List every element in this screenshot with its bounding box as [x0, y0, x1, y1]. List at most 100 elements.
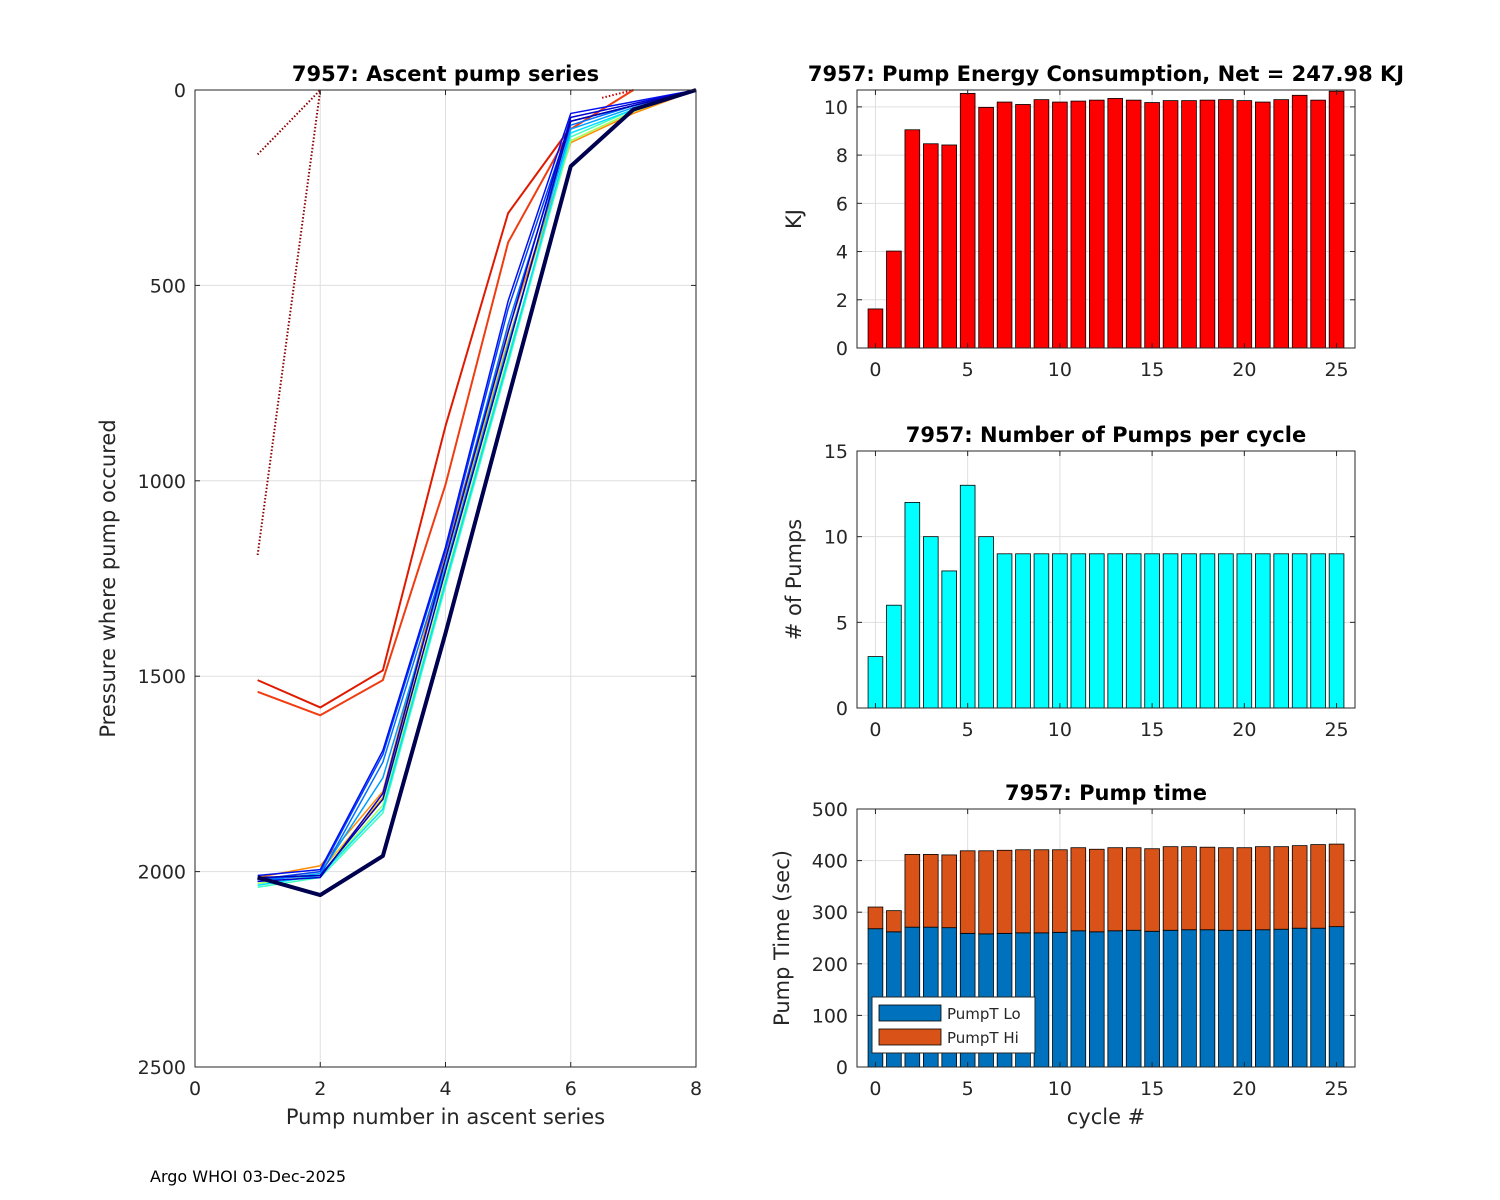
x-tick-label: 25 — [1324, 1078, 1348, 1100]
chart-title: 7957: Ascent pump series — [292, 62, 599, 86]
bar — [1144, 848, 1160, 932]
bar — [1033, 553, 1050, 709]
bar — [1033, 932, 1050, 1068]
bar — [959, 850, 976, 934]
bar — [1070, 847, 1087, 932]
x-tick-label: 15 — [1140, 1078, 1164, 1100]
bar — [1291, 94, 1308, 349]
x-tick-label: 20 — [1232, 359, 1256, 381]
series-line — [257, 89, 697, 879]
bar — [996, 849, 1013, 934]
y-tick-label: 0 — [174, 80, 186, 102]
bar — [904, 854, 921, 928]
bar — [1236, 553, 1253, 709]
x-tick-label: 0 — [869, 1078, 881, 1100]
bar — [1107, 930, 1124, 1068]
bar — [941, 854, 957, 929]
bar — [1328, 926, 1345, 1068]
y-tick-label: 6 — [836, 193, 848, 215]
bar — [1107, 98, 1124, 349]
y-tick-label: 2000 — [138, 862, 186, 884]
bar — [1162, 929, 1179, 1068]
y-tick-label: 0 — [836, 1057, 848, 1079]
bar — [1089, 553, 1105, 709]
bar — [1199, 99, 1216, 349]
y-tick-label: 0 — [836, 338, 848, 360]
bar — [1107, 553, 1124, 709]
bar — [1070, 930, 1087, 1068]
bar — [1181, 100, 1197, 349]
energy-chart: 0 5 10 15 20 25 0 2 4 6 8 10 7957: Pump Energy Consu… — [782, 62, 1404, 381]
y-axis-label: KJ — [782, 209, 806, 229]
axes-border — [856, 89, 1356, 349]
x-tick-label: 4 — [439, 1078, 451, 1100]
bar — [1310, 844, 1326, 929]
x-tick-label: 20 — [1232, 1078, 1256, 1100]
bar — [996, 553, 1013, 709]
x-tick-label: 20 — [1232, 719, 1256, 741]
x-tick-label: 15 — [1140, 719, 1164, 741]
bar — [1328, 843, 1345, 928]
x-tick-label: 2 — [314, 1078, 326, 1100]
bar — [1236, 929, 1253, 1068]
bar — [978, 536, 994, 709]
bar — [1218, 847, 1234, 931]
y-tick-label: 4 — [836, 242, 848, 264]
ascent-pump-chart: 0 2 4 6 8 0 500 1000 1500 2000 2500 7957: Ascent pu… — [96, 62, 702, 1129]
y-tick-label: 2500 — [138, 1057, 186, 1079]
bar — [1070, 553, 1087, 709]
y-tick-label: 0 — [836, 698, 848, 720]
bar — [1255, 929, 1271, 1068]
y-tick-label: 8 — [836, 145, 848, 167]
bar — [886, 604, 902, 709]
chart-title: 7957: Number of Pumps per cycle — [906, 423, 1306, 447]
y-tick-label: 5 — [836, 612, 848, 634]
x-axis-label: cycle # — [1067, 1105, 1146, 1129]
y-tick-label: 400 — [812, 851, 848, 873]
x-tick-label: 25 — [1324, 719, 1348, 741]
bar — [1291, 553, 1308, 709]
bar — [1162, 100, 1179, 349]
bar — [1033, 849, 1050, 934]
bar — [1070, 100, 1087, 349]
bar — [1218, 929, 1234, 1068]
bar — [959, 484, 976, 709]
bar — [978, 850, 994, 935]
bar — [1162, 553, 1179, 709]
x-tick-label: 0 — [869, 719, 881, 741]
bar — [1052, 101, 1068, 349]
y-tick-label: 10 — [824, 97, 848, 119]
bar — [1273, 928, 1290, 1068]
legend-entry: PumpT Hi — [947, 1029, 1019, 1047]
bar — [959, 92, 976, 349]
bar — [1273, 846, 1290, 930]
x-tick-label: 5 — [962, 1078, 974, 1100]
bar — [1089, 99, 1105, 349]
bar — [904, 129, 921, 349]
pump-time-chart: 0 5 10 15 20 25 0 100 200 300 400 500 7957: Pump tim… — [770, 781, 1356, 1129]
y-tick-label: 300 — [812, 902, 848, 924]
footer-label: Argo WHOI 03-Dec-2025 — [150, 1167, 346, 1186]
series-line — [257, 88, 697, 898]
bar — [1310, 99, 1326, 349]
bar — [923, 854, 939, 928]
bar — [1199, 846, 1216, 931]
x-tick-label: 10 — [1048, 359, 1072, 381]
x-tick-label: 8 — [690, 1078, 702, 1100]
bar — [1328, 553, 1345, 709]
bar — [1015, 553, 1031, 709]
bar — [1125, 847, 1142, 931]
bar — [886, 910, 902, 933]
bar — [1089, 848, 1105, 933]
bar — [1089, 931, 1105, 1068]
bar — [1273, 99, 1290, 349]
y-tick-label: 500 — [150, 275, 186, 297]
x-tick-label: 0 — [869, 359, 881, 381]
bar — [1015, 104, 1031, 349]
bar — [1125, 99, 1142, 349]
bar — [923, 536, 939, 709]
y-tick-label: 1000 — [138, 471, 186, 493]
num-pumps-chart: 0 5 10 15 20 25 0 5 10 15 7957: Number of Pumps pe… — [782, 423, 1356, 741]
bar — [1199, 553, 1216, 709]
bar — [923, 143, 939, 349]
